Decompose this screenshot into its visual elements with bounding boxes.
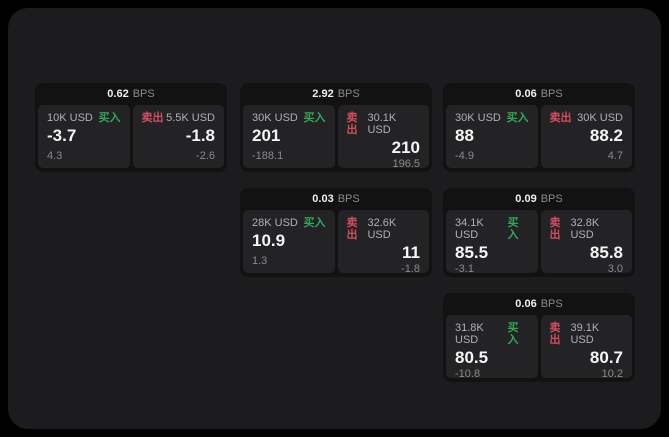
sell-price: 88.2 — [589, 126, 623, 145]
buy-label: 买入 — [506, 112, 529, 124]
bps-unit: BPS — [540, 298, 563, 310]
card-header: 0.06 BPS — [446, 83, 632, 105]
sell-tile[interactable]: 卖出 30K USD 88.2 4.7 — [540, 105, 632, 168]
sell-delta: -2.6 — [196, 150, 215, 162]
quote-card: 0.06 BPS 30K USD 买入 88 -4.9 卖出 30K USD 8… — [443, 83, 635, 172]
buy-size: 34.1K USD — [455, 217, 484, 241]
sell-size: 39.1K USD — [570, 322, 600, 346]
sell-delta: 3.0 — [607, 263, 623, 275]
sell-size: 5.5K USD — [166, 112, 215, 124]
bps-unit: BPS — [132, 88, 155, 100]
buy-tile[interactable]: 31.8K USD 买入 80.5 -10.8 — [446, 315, 538, 380]
card-header: 0.06 BPS — [446, 293, 632, 315]
buy-tile[interactable]: 10K USD 买入 -3.7 4.3 — [38, 105, 130, 168]
sell-size: 30.1K USD — [367, 112, 397, 136]
sell-label: 卖出 — [346, 112, 358, 136]
sell-label: 卖出 — [346, 217, 358, 241]
buy-delta: -188.1 — [252, 150, 284, 162]
card-header: 2.92 BPS — [243, 83, 429, 105]
quote-card: 0.06 BPS 31.8K USD 买入 80.5 -10.8 卖出 39.1… — [443, 293, 635, 382]
sell-tile[interactable]: 卖出 39.1K USD 80.7 10.2 — [540, 315, 632, 380]
buy-tile[interactable]: 28K USD 买入 10.9 1.3 — [243, 210, 335, 273]
buy-tile[interactable]: 34.1K USD 买入 85.5 -3.1 — [446, 210, 538, 275]
sell-tile[interactable]: 卖出 32.6K USD 11 -1.8 — [337, 210, 429, 275]
sell-delta: 196.5 — [392, 158, 420, 170]
quote-card: 0.62 BPS 10K USD 买入 -3.7 4.3 卖出 5.5K USD… — [35, 83, 227, 172]
buy-price: 80.5 — [455, 348, 489, 367]
sell-label: 卖出 — [549, 217, 561, 241]
bps-value: 0.06 — [515, 298, 537, 310]
buy-delta: 4.3 — [47, 150, 63, 162]
buy-size: 30K USD — [455, 112, 501, 124]
buy-tile[interactable]: 30K USD 买入 88 -4.9 — [446, 105, 538, 168]
sell-label: 卖出 — [549, 112, 572, 124]
sell-tile[interactable]: 卖出 32.8K USD 85.8 3.0 — [540, 210, 632, 275]
buy-delta: -4.9 — [455, 150, 474, 162]
buy-price: 201 — [252, 126, 281, 145]
buy-label: 买入 — [507, 322, 519, 346]
sell-size: 32.6K USD — [367, 217, 397, 241]
buy-size: 31.8K USD — [455, 322, 484, 346]
app-panel: 0.62 BPS 10K USD 买入 -3.7 4.3 卖出 5.5K USD… — [8, 8, 661, 429]
bps-value: 0.62 — [107, 88, 129, 100]
buy-size: 10K USD — [47, 112, 93, 124]
bps-unit: BPS — [337, 88, 360, 100]
buy-delta: -3.1 — [455, 263, 474, 275]
sell-tile[interactable]: 卖出 5.5K USD -1.8 -2.6 — [132, 105, 224, 168]
buy-price: 85.5 — [455, 243, 489, 262]
sell-size: 30K USD — [577, 112, 623, 124]
buy-tile[interactable]: 30K USD 买入 201 -188.1 — [243, 105, 335, 168]
bps-unit: BPS — [540, 88, 563, 100]
buy-label: 买入 — [98, 112, 121, 124]
buy-price: 10.9 — [252, 231, 286, 250]
sell-delta: 10.2 — [601, 368, 623, 380]
sell-price: 80.7 — [589, 348, 623, 367]
card-header: 0.62 BPS — [38, 83, 224, 105]
buy-label: 买入 — [507, 217, 519, 241]
quote-card: 0.09 BPS 34.1K USD 买入 85.5 -3.1 卖出 32.8K… — [443, 188, 635, 277]
sell-price: 210 — [391, 138, 420, 157]
buy-size: 30K USD — [252, 112, 298, 124]
buy-price: 88 — [455, 126, 474, 145]
sell-label: 卖出 — [141, 112, 164, 124]
buy-size: 28K USD — [252, 217, 298, 229]
card-header: 0.03 BPS — [243, 188, 429, 210]
bps-value: 0.06 — [515, 88, 537, 100]
sell-label: 卖出 — [549, 322, 561, 346]
sell-price: 11 — [402, 243, 420, 262]
card-header: 0.09 BPS — [446, 188, 632, 210]
quote-card: 0.03 BPS 28K USD 买入 10.9 1.3 卖出 32.6K US… — [240, 188, 432, 277]
buy-delta: -10.8 — [455, 368, 481, 380]
sell-delta: -1.8 — [401, 263, 420, 275]
buy-label: 买入 — [303, 217, 326, 229]
buy-delta: 1.3 — [252, 255, 268, 267]
buy-label: 买入 — [303, 112, 326, 124]
sell-price: -1.8 — [185, 126, 215, 145]
bps-value: 0.03 — [312, 193, 334, 205]
quote-card: 2.92 BPS 30K USD 买入 201 -188.1 卖出 30.1K … — [240, 83, 432, 172]
bps-value: 0.09 — [515, 193, 537, 205]
bps-unit: BPS — [337, 193, 360, 205]
sell-delta: 4.7 — [607, 150, 623, 162]
sell-tile[interactable]: 卖出 30.1K USD 210 196.5 — [337, 105, 429, 170]
bps-unit: BPS — [540, 193, 563, 205]
sell-size: 32.8K USD — [570, 217, 600, 241]
sell-price: 85.8 — [589, 243, 623, 262]
buy-price: -3.7 — [47, 126, 77, 145]
bps-value: 2.92 — [312, 88, 334, 100]
